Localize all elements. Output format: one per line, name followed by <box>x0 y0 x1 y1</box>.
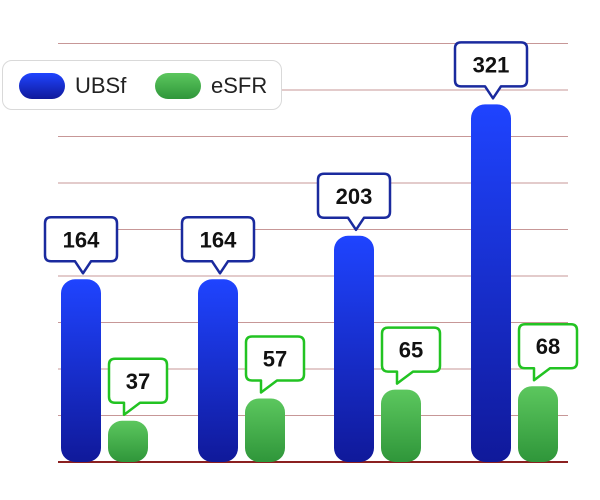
bar-ubsf-2 <box>198 279 238 462</box>
legend-swatch-ubsf <box>19 73 65 99</box>
data-label-esfr-2: 57 <box>263 346 287 371</box>
callout-esfr-2 <box>244 335 306 394</box>
data-label-ubsf-4: 321 <box>473 52 510 77</box>
callout-ubsf-4 <box>453 41 529 100</box>
data-label-esfr-4: 68 <box>536 334 560 359</box>
data-label-esfr-1: 37 <box>126 369 150 394</box>
legend-label-esfr: eSFR <box>211 73 268 98</box>
callout-esfr-1 <box>107 357 169 417</box>
legend-swatch-esfr <box>155 73 201 99</box>
data-label-ubsf-3: 203 <box>336 184 373 209</box>
callout-ubsf-2 <box>180 216 256 275</box>
callout-ubsf-3 <box>316 172 392 232</box>
data-label-esfr-3: 65 <box>399 338 423 363</box>
bar-esfr-1 <box>108 420 148 462</box>
bar-esfr-4 <box>518 386 558 462</box>
data-labels: 164 164 203 321 37 57 65 68 <box>43 41 579 417</box>
data-label-ubsf-2: 164 <box>200 227 237 252</box>
bar-ubsf-3 <box>334 235 374 462</box>
bar-esfr-2 <box>245 398 285 462</box>
callout-esfr-4 <box>517 322 579 382</box>
callout-esfr-3 <box>380 326 442 385</box>
bars <box>61 104 558 463</box>
legend-label-ubsf: UBSf <box>75 73 127 98</box>
bar-ubsf-1 <box>61 279 101 462</box>
callout-ubsf-1 <box>43 216 119 275</box>
legend: UBSf eSFR <box>2 60 282 110</box>
data-label-ubsf-1: 164 <box>63 227 100 252</box>
bar-ubsf-4 <box>471 104 511 463</box>
bar-esfr-3 <box>381 389 421 462</box>
